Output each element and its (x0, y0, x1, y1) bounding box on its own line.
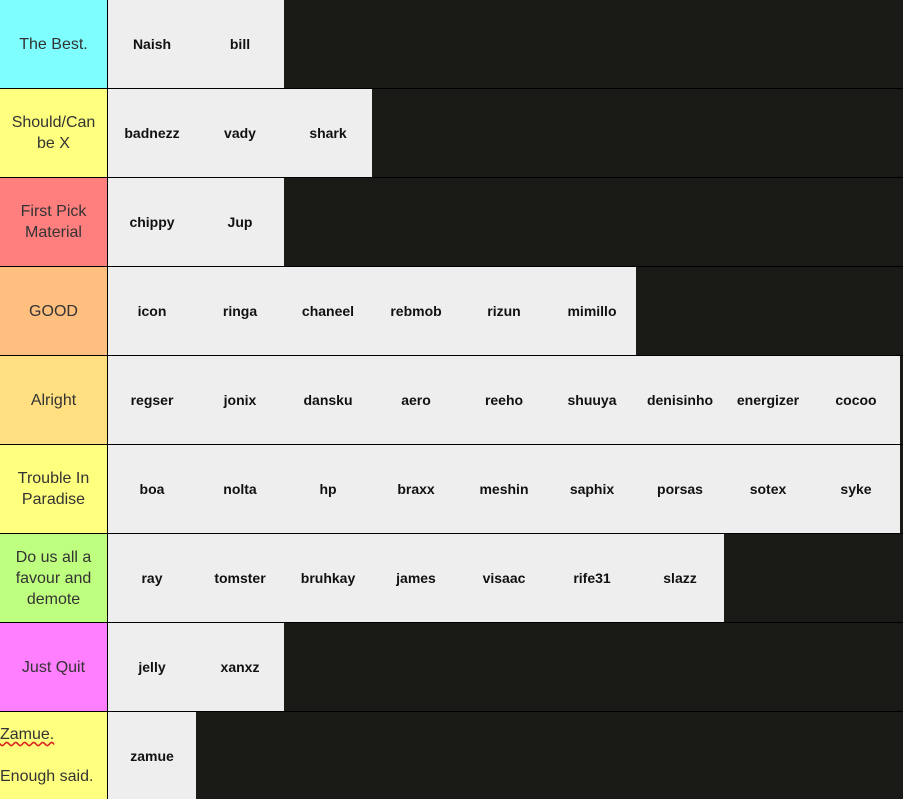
tier-label-zamue[interactable]: Zamue. Enough said. (0, 712, 108, 799)
tier-label-demote[interactable]: Do us all a favour and demote (0, 534, 108, 622)
tier-label-text: Zamue. Enough said. (0, 712, 93, 799)
tier-item[interactable]: bill (229, 36, 251, 52)
tier-item[interactable]: saphix (569, 481, 615, 497)
tier-label-should-can-be-x[interactable]: Should/Can be X (0, 89, 108, 177)
tier-items-good[interactable]: icon ringa chaneel rebmob rizun mimillo (108, 267, 636, 355)
tier-empty-area[interactable] (900, 356, 903, 444)
tier-empty-area[interactable] (284, 0, 903, 88)
tier-label-text: The Best. (19, 35, 88, 53)
tier-items-zamue[interactable]: zamue (108, 712, 196, 799)
tier-item[interactable]: reeho (484, 392, 524, 408)
tier-items-alright[interactable]: regser jonix dansku aero reeho shuuya de… (108, 356, 900, 444)
tier-label-text: GOOD (29, 302, 78, 320)
tier-row-the-best: The Best. Naish bill (0, 0, 903, 89)
tier-item[interactable]: sotex (749, 481, 787, 497)
tier-item[interactable]: badnezz (124, 125, 180, 141)
tier-empty-area[interactable] (284, 623, 903, 711)
tier-label-text: Should/Can be X (11, 114, 96, 152)
tier-row-alright: Alright regser jonix dansku aero reeho s… (0, 356, 903, 445)
tier-label-text: Just Quit (21, 658, 86, 676)
tier-item[interactable]: denisinho (646, 392, 714, 408)
tier-item[interactable]: xanxz (220, 659, 260, 675)
tier-item[interactable]: jelly (138, 659, 166, 675)
tier-items-demote[interactable]: ray tomster bruhkay james visaac rife31 … (108, 534, 724, 622)
tier-item[interactable]: tomster (214, 570, 266, 586)
tier-row-zamue: Zamue. Enough said. zamue (0, 712, 903, 799)
tier-item[interactable]: ringa (222, 303, 258, 319)
tier-item[interactable]: Naish (132, 36, 172, 52)
tier-empty-area[interactable] (900, 445, 903, 533)
tier-item[interactable]: cocoo (835, 392, 877, 408)
tier-items-trouble-in-paradise[interactable]: boa nolta hp braxx meshin saphix porsas … (108, 445, 900, 533)
tier-item[interactable]: porsas (657, 481, 703, 497)
tier-item[interactable]: braxx (397, 481, 435, 497)
tier-row-just-quit: Just Quit jelly xanxz (0, 623, 903, 712)
tier-row-first-pick-material: First Pick Material chippy Jup (0, 178, 903, 267)
tier-item[interactable]: vady (224, 125, 256, 141)
tier-empty-area[interactable] (724, 534, 903, 622)
tier-item[interactable]: energizer (736, 392, 800, 408)
tier-item[interactable]: boa (139, 481, 165, 497)
tier-item[interactable]: rebmob (390, 303, 442, 319)
tier-item[interactable]: bruhkay (300, 570, 356, 586)
tier-items-first-pick-material[interactable]: chippy Jup (108, 178, 284, 266)
tier-label-trouble-in-paradise[interactable]: Trouble In Paradise (0, 445, 108, 533)
tier-row-good: GOOD icon ringa chaneel rebmob rizun mim… (0, 267, 903, 356)
tier-item[interactable]: james (396, 570, 436, 586)
tier-item[interactable]: ray (141, 570, 163, 586)
tier-empty-area[interactable] (196, 712, 903, 799)
tier-items-just-quit[interactable]: jelly xanxz (108, 623, 284, 711)
tier-row-trouble-in-paradise: Trouble In Paradise boa nolta hp braxx m… (0, 445, 903, 534)
tier-item[interactable]: meshin (479, 481, 529, 497)
tier-label-the-best[interactable]: The Best. (0, 0, 108, 88)
tier-item[interactable]: mimillo (567, 303, 617, 319)
tier-label-text: Do us all a favour and demote (15, 548, 92, 608)
tier-item[interactable]: regser (130, 392, 174, 408)
tier-item[interactable]: dansku (303, 392, 353, 408)
tier-label-text: Trouble In Paradise (17, 470, 90, 508)
tier-label-just-quit[interactable]: Just Quit (0, 623, 108, 711)
tier-item[interactable]: chippy (129, 214, 175, 230)
tier-item[interactable]: rizun (487, 303, 521, 319)
tier-label-alright[interactable]: Alright (0, 356, 108, 444)
tier-item[interactable]: zamue (130, 747, 174, 764)
tier-empty-area[interactable] (372, 89, 903, 177)
tier-item[interactable]: rife31 (573, 570, 611, 586)
tier-empty-area[interactable] (284, 178, 903, 266)
tier-label-line-2: Enough said. (0, 768, 94, 785)
tier-item[interactable]: chaneel (301, 303, 355, 319)
tier-item[interactable]: aero (401, 392, 431, 408)
tier-label-first-pick-material[interactable]: First Pick Material (0, 178, 108, 266)
tier-row-demote: Do us all a favour and demote ray tomste… (0, 534, 903, 623)
tier-empty-area[interactable] (636, 267, 903, 355)
tier-item[interactable]: nolta (223, 481, 257, 497)
tier-label-text: First Pick Material (20, 203, 87, 241)
tier-item[interactable]: shark (309, 125, 347, 141)
tier-item[interactable]: jonix (223, 392, 257, 408)
tier-label-text: Alright (30, 391, 77, 409)
tier-item[interactable]: visaac (482, 570, 526, 586)
tier-item[interactable]: icon (137, 303, 167, 319)
tier-items-should-can-be-x[interactable]: badnezz vady shark (108, 89, 372, 177)
tier-label-good[interactable]: GOOD (0, 267, 108, 355)
tier-row-should-can-be-x: Should/Can be X badnezz vady shark (0, 89, 903, 178)
tier-label-line-1: Zamue. (0, 726, 55, 743)
tier-item[interactable]: syke (840, 481, 872, 497)
tier-item[interactable]: shuuya (567, 392, 617, 408)
tier-item[interactable]: slazz (663, 570, 697, 586)
tier-item[interactable]: Jup (227, 214, 253, 230)
tier-item[interactable]: hp (319, 481, 337, 497)
tier-items-the-best[interactable]: Naish bill (108, 0, 284, 88)
